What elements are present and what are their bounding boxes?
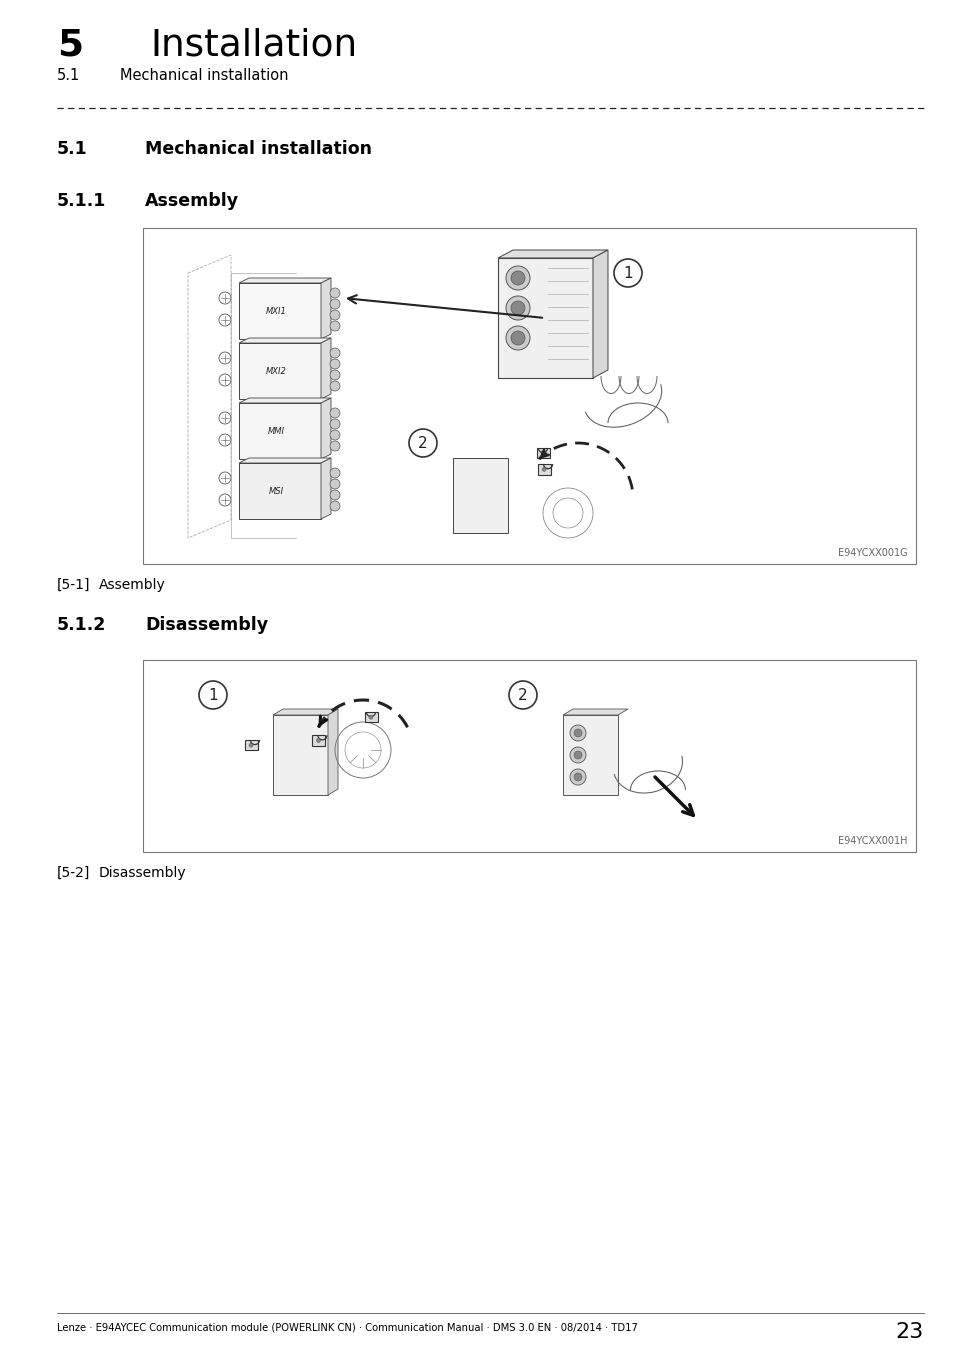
Text: 5.1: 5.1	[57, 68, 80, 82]
Polygon shape	[562, 709, 627, 716]
Bar	[143, 660, 915, 852]
Text: Assembly: Assembly	[145, 192, 239, 211]
Polygon shape	[239, 278, 331, 283]
Text: Assembly: Assembly	[99, 578, 166, 593]
Circle shape	[541, 467, 545, 471]
Polygon shape	[562, 716, 618, 795]
Circle shape	[511, 271, 524, 285]
Polygon shape	[239, 284, 320, 339]
Circle shape	[540, 451, 544, 455]
Text: Mechanical installation: Mechanical installation	[145, 140, 372, 158]
Polygon shape	[453, 458, 507, 533]
Polygon shape	[239, 343, 320, 400]
Circle shape	[330, 408, 339, 418]
Circle shape	[330, 359, 339, 369]
Text: [5-2]: [5-2]	[57, 865, 91, 880]
Text: Lenze · E94AYCEC Communication module (POWERLINK CN) · Communication Manual · DM: Lenze · E94AYCEC Communication module (P…	[57, 1322, 638, 1332]
Text: Disassembly: Disassembly	[99, 865, 187, 880]
Polygon shape	[320, 338, 331, 400]
Polygon shape	[239, 463, 320, 518]
Circle shape	[330, 490, 339, 500]
Circle shape	[574, 751, 581, 759]
Polygon shape	[239, 338, 331, 343]
Polygon shape	[497, 258, 593, 378]
Circle shape	[569, 747, 585, 763]
Text: MMI: MMI	[267, 427, 284, 436]
Circle shape	[330, 298, 339, 309]
Text: Mechanical installation: Mechanical installation	[120, 68, 288, 82]
Text: 1: 1	[208, 687, 217, 702]
Polygon shape	[239, 398, 331, 404]
Polygon shape	[239, 458, 331, 463]
Bar	[537, 464, 551, 474]
Circle shape	[330, 468, 339, 478]
Circle shape	[330, 370, 339, 379]
Circle shape	[330, 381, 339, 392]
Circle shape	[330, 441, 339, 451]
Text: 5.1: 5.1	[57, 140, 88, 158]
Circle shape	[330, 321, 339, 331]
Polygon shape	[320, 278, 331, 339]
Text: [5-1]: [5-1]	[57, 578, 91, 593]
Bar	[245, 740, 257, 751]
Circle shape	[330, 431, 339, 440]
Polygon shape	[239, 404, 320, 459]
Text: 2: 2	[517, 687, 527, 702]
Circle shape	[569, 725, 585, 741]
Text: MXI2: MXI2	[265, 366, 286, 375]
Circle shape	[330, 310, 339, 320]
Circle shape	[330, 288, 339, 298]
Text: 23: 23	[895, 1322, 923, 1342]
Text: E94YCXX001H: E94YCXX001H	[838, 836, 907, 846]
Circle shape	[316, 738, 320, 742]
Polygon shape	[320, 458, 331, 518]
Circle shape	[369, 716, 373, 720]
Text: 1: 1	[622, 266, 632, 281]
Circle shape	[574, 774, 581, 782]
Polygon shape	[273, 709, 337, 716]
Bar	[143, 228, 915, 564]
Bar	[313, 736, 325, 745]
Polygon shape	[593, 250, 607, 378]
Polygon shape	[273, 716, 328, 795]
Circle shape	[330, 348, 339, 358]
Text: E94YCXX001G: E94YCXX001G	[838, 548, 907, 558]
Text: Installation: Installation	[150, 28, 356, 63]
Polygon shape	[320, 398, 331, 459]
Circle shape	[505, 266, 530, 290]
Polygon shape	[328, 709, 337, 795]
Circle shape	[505, 325, 530, 350]
Circle shape	[249, 744, 253, 747]
Circle shape	[330, 418, 339, 429]
Text: 2: 2	[417, 436, 427, 451]
Text: 5.1.1: 5.1.1	[57, 192, 107, 211]
Text: 5: 5	[57, 28, 83, 63]
Circle shape	[511, 331, 524, 346]
Text: 5.1.2: 5.1.2	[57, 616, 107, 634]
Polygon shape	[497, 250, 607, 258]
Circle shape	[569, 769, 585, 784]
Bar	[537, 448, 550, 459]
Circle shape	[330, 479, 339, 489]
Bar	[365, 711, 377, 722]
Circle shape	[330, 501, 339, 512]
Text: MXI1: MXI1	[265, 306, 286, 316]
Text: MSI: MSI	[268, 486, 283, 495]
Circle shape	[505, 296, 530, 320]
Text: Disassembly: Disassembly	[145, 616, 268, 634]
Circle shape	[574, 729, 581, 737]
Circle shape	[511, 301, 524, 315]
